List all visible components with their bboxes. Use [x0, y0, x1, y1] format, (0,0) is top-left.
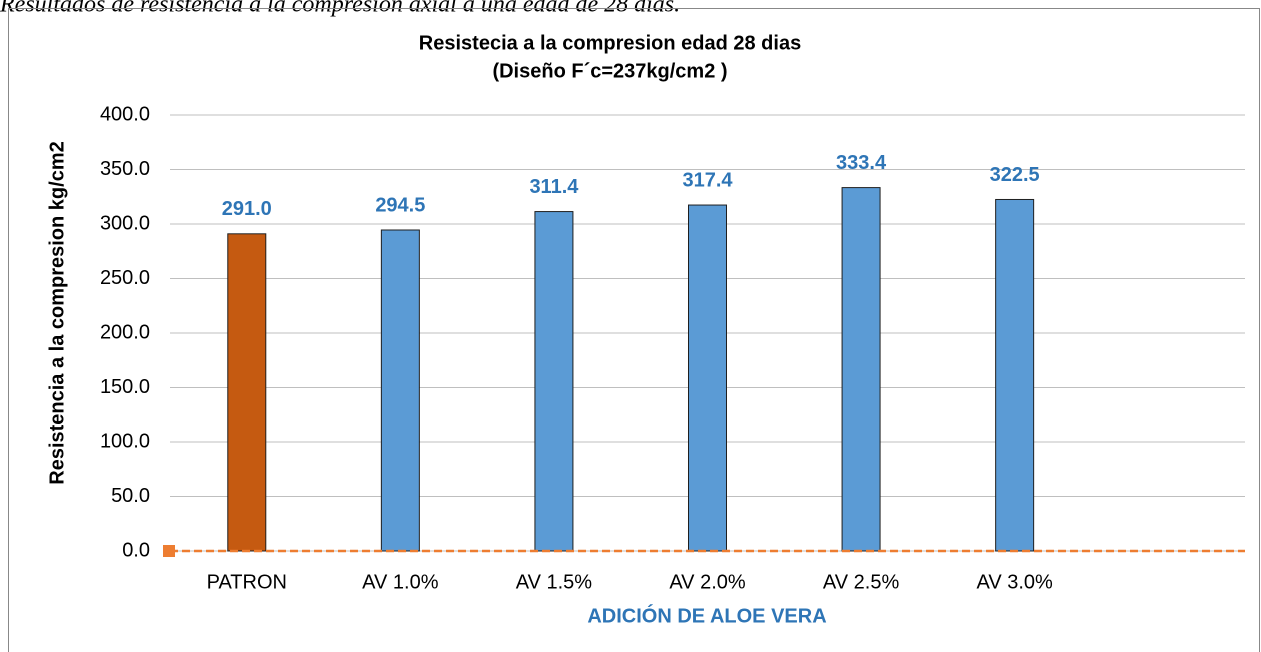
- y-tick-label: 400.0: [100, 103, 150, 125]
- data-label: 322.5: [990, 164, 1040, 186]
- y-tick-label: 200.0: [100, 321, 150, 343]
- bar: [841, 187, 881, 552]
- baseline-marker: [163, 545, 175, 557]
- bar: [995, 198, 1035, 552]
- data-label: 291.0: [222, 198, 272, 220]
- bar: [227, 233, 267, 552]
- data-label: 317.4: [682, 169, 733, 191]
- y-tick-label: 250.0: [100, 267, 150, 289]
- data-label: 311.4: [529, 176, 579, 198]
- bar: [380, 229, 420, 552]
- bar: [534, 211, 574, 552]
- x-tick-label: AV 2.5%: [823, 571, 900, 593]
- data-label: 333.4: [836, 152, 887, 174]
- chart-frame: [8, 8, 1260, 652]
- x-tick-label: AV 2.0%: [669, 571, 746, 593]
- y-axis-label: Resistencia a la compresion kg/cm2: [46, 141, 68, 485]
- x-tick-label: AV 1.0%: [362, 571, 439, 593]
- y-tick-label: 100.0: [100, 430, 150, 452]
- chart-subtitle: (Diseño F´c=237kg/cm2 ): [492, 60, 727, 82]
- data-label: 294.5: [375, 194, 425, 216]
- x-tick-label: AV 1.5%: [516, 571, 593, 593]
- chart-title: Resistecia a la compresion edad 28 dias: [419, 32, 801, 54]
- y-tick-label: 50.0: [111, 485, 150, 507]
- y-tick-label: 300.0: [100, 212, 150, 234]
- y-tick-label: 0.0: [122, 539, 150, 561]
- y-tick-label: 350.0: [100, 158, 150, 180]
- x-tick-label: AV 3.0%: [976, 571, 1053, 593]
- x-axis-label: ADICIÓN DE ALOE VERA: [587, 603, 826, 627]
- x-tick-label: PATRON: [207, 571, 287, 593]
- bar: [688, 204, 727, 552]
- y-tick-label: 150.0: [100, 376, 150, 398]
